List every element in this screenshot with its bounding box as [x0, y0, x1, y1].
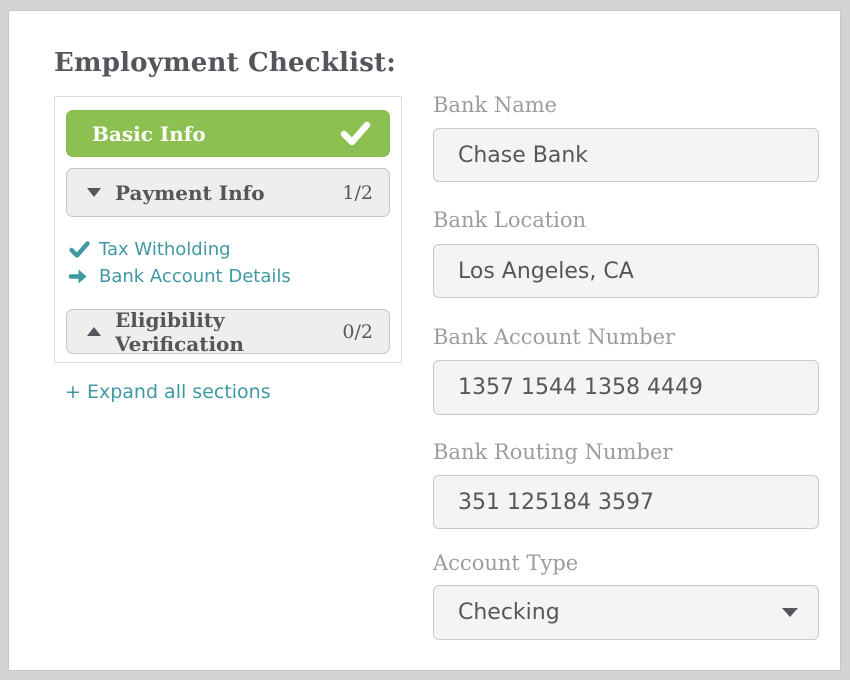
page-title: Employment Checklist: [54, 48, 397, 78]
bank-account-number-input[interactable] [433, 360, 819, 415]
sub-item-label: Tax Witholding [99, 239, 231, 260]
section-basic-info[interactable]: Basic Info [66, 110, 390, 157]
section-label: Eligibility Verification [115, 307, 244, 356]
account-type-label: Account Type [433, 551, 579, 575]
bank-name-input[interactable] [433, 128, 819, 182]
sub-item-tax-witholding[interactable]: Tax Witholding [69, 236, 291, 263]
section-eligibility-verification[interactable]: Eligibility Verification 0/2 [66, 307, 390, 356]
account-type-select[interactable]: Checking [433, 585, 819, 640]
bank-routing-number-input[interactable] [433, 475, 819, 529]
arrow-right-icon [69, 268, 99, 285]
bank-routing-number-label: Bank Routing Number [433, 440, 673, 464]
section-progress: 0/2 [342, 320, 373, 343]
section-label: Basic Info [92, 121, 206, 146]
triangle-down-icon [87, 188, 101, 197]
checklist-panel: Basic Info Payment Info 1/2 Tax Witholdi… [54, 96, 402, 363]
checkmark-icon [69, 241, 99, 258]
sub-item-bank-account-details[interactable]: Bank Account Details [69, 263, 291, 290]
expand-all-sections-link[interactable]: + Expand all sections [65, 381, 271, 403]
bank-account-number-label: Bank Account Number [433, 325, 676, 349]
section-label: Payment Info [115, 180, 265, 205]
account-type-selected-value: Checking [458, 600, 560, 625]
content-card: Employment Checklist: Basic Info Payment… [8, 10, 841, 671]
payment-sub-items: Tax Witholding Bank Account Details [69, 236, 291, 290]
bank-location-label: Bank Location [433, 208, 587, 232]
bank-location-input[interactable] [433, 244, 819, 298]
bank-name-label: Bank Name [433, 93, 558, 117]
triangle-up-icon [87, 327, 101, 336]
section-progress: 1/2 [342, 181, 373, 204]
sub-item-label: Bank Account Details [99, 266, 291, 287]
checkmark-icon [340, 121, 371, 146]
section-payment-info[interactable]: Payment Info 1/2 [66, 168, 390, 217]
triangle-down-icon [782, 608, 798, 617]
